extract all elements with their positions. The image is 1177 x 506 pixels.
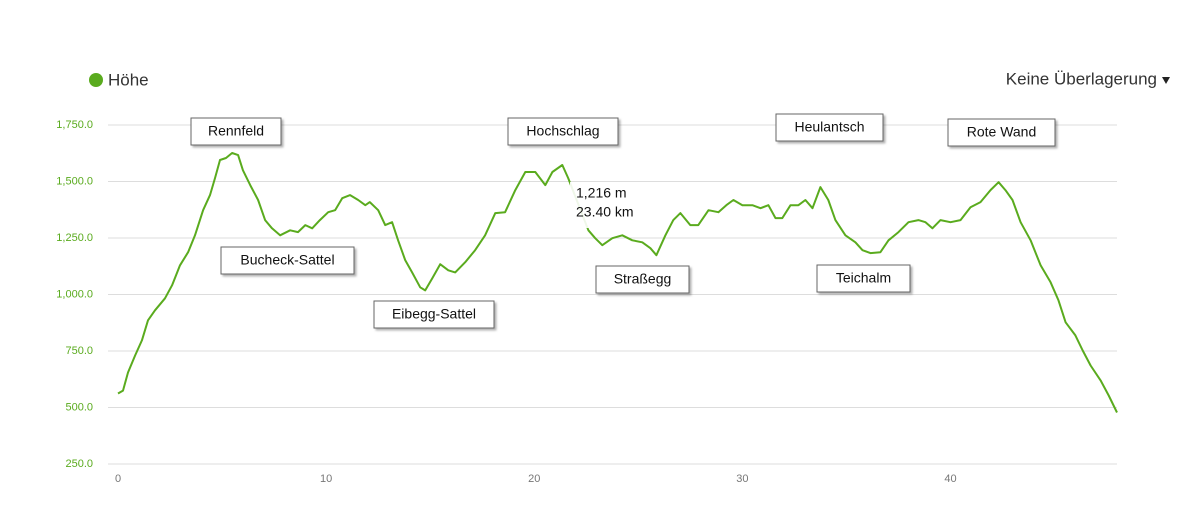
- annotation: Teichalm: [816, 264, 911, 293]
- annotation-box: [775, 113, 884, 142]
- overlay-label: Keine Überlagerung: [1006, 69, 1157, 88]
- annotation-label: Hochschlag: [526, 123, 599, 139]
- annotation-label: Eibegg-Sattel: [392, 306, 476, 322]
- annotation-box: [816, 264, 911, 293]
- y-tick-label: 750.0: [65, 345, 93, 357]
- annotation: Rote Wand: [947, 118, 1056, 147]
- legend-swatch: [89, 73, 103, 87]
- annotation-box: [507, 117, 619, 146]
- y-tick-label: 500.0: [65, 401, 93, 413]
- annotation: Bucheck-Sattel: [220, 246, 355, 275]
- annotation-label: Rennfeld: [208, 123, 264, 139]
- annotation: Straßegg: [595, 265, 690, 294]
- annotation-label: Rote Wand: [967, 124, 1037, 140]
- x-tick-label: 0: [115, 473, 121, 485]
- annotation: Heulantsch: [775, 113, 884, 142]
- annotation-box: [190, 117, 282, 146]
- annotation-box: [373, 300, 495, 329]
- y-tick-label: 250.0: [65, 458, 93, 470]
- y-tick-label: 1,750.0: [56, 119, 93, 131]
- dropdown-arrow: [1162, 77, 1170, 84]
- annotation-label: Bucheck-Sattel: [240, 252, 334, 268]
- annotation: Rennfeld: [190, 117, 282, 146]
- annotation: Eibegg-Sattel: [373, 300, 495, 329]
- legend-label: Höhe: [108, 70, 149, 89]
- elevation-line: [117, 152, 1118, 413]
- x-tick-label: 20: [528, 473, 540, 485]
- x-tick-label: 10: [320, 473, 332, 485]
- legend[interactable]: Höhe: [89, 70, 149, 89]
- y-tick-label: 1,000.0: [56, 288, 93, 300]
- y-tick-label: 1,500.0: [56, 175, 93, 187]
- annotation-box: [220, 246, 355, 275]
- annotation-label: Straßegg: [614, 271, 672, 287]
- x-tick-label: 40: [944, 473, 956, 485]
- y-tick-label: 1,250.0: [56, 232, 93, 244]
- annotation: Hochschlag: [507, 117, 619, 146]
- tooltip-background: [570, 182, 648, 228]
- annotation-label: Teichalm: [836, 270, 891, 286]
- annotation-label: Heulantsch: [794, 119, 864, 135]
- annotation-box: [595, 265, 690, 294]
- tooltip-distance: 23.40 km: [576, 204, 634, 220]
- annotation-box: [947, 118, 1056, 147]
- x-tick-label: 30: [736, 473, 748, 485]
- overlay-dropdown[interactable]: Keine Überlagerung: [1006, 69, 1170, 88]
- tooltip-elevation: 1,216 m: [576, 185, 627, 201]
